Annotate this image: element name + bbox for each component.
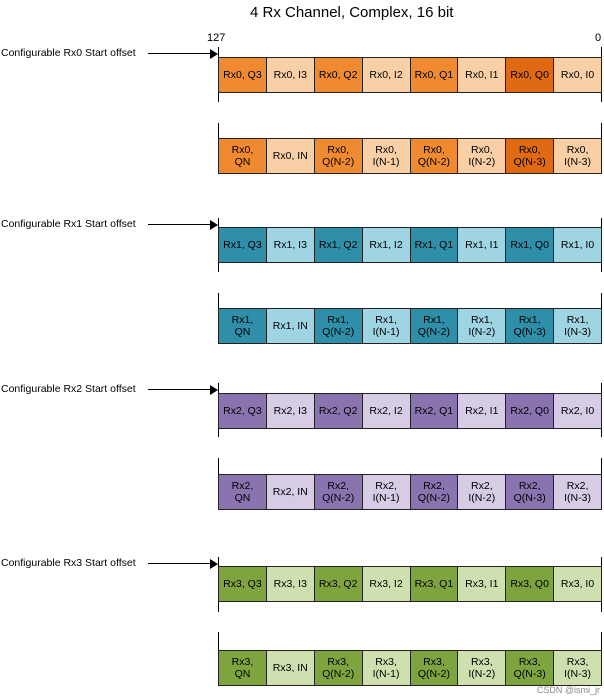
rx1-cell: Rx1, Q0: [505, 228, 554, 262]
rx1-right-boundary-lower: [601, 293, 602, 308]
rx0-cell: Rx0, I0: [553, 58, 602, 92]
rx0-start-offset-label: Configurable Rx0 Start offset: [1, 47, 136, 59]
rx3-cell: Rx3, I(N-3): [553, 651, 602, 685]
rx0-cell: Rx0, Q(N-2): [409, 139, 458, 173]
rx2-cell: Rx2, I2: [361, 394, 410, 428]
rx3-cell: Rx3, Q(N-3): [505, 651, 554, 685]
rx1-cell: Rx1, I2: [361, 228, 410, 262]
rx2-cell: Rx2, Q3: [218, 394, 266, 428]
rx0-cell: Rx0, IN: [265, 139, 314, 173]
rx0-cell: Rx0, I(N-1): [361, 139, 410, 173]
rx3-cell: Rx3, I(N-2): [457, 651, 506, 685]
rx2-cell: Rx2, I3: [265, 394, 314, 428]
rx1-cell: Rx1, I0: [553, 228, 602, 262]
rx0-cell: Rx0, Q(N-3): [505, 139, 554, 173]
rx0-last-row: Rx0, QN Rx0, IN Rx0, Q(N-2) Rx0, I(N-1) …: [218, 138, 602, 174]
rx0-cell: Rx0, Q0: [505, 58, 554, 92]
rx2-cell: Rx2, Q(N-2): [409, 475, 458, 509]
rx2-cell: Rx2, I1: [457, 394, 506, 428]
rx3-cell: Rx3, I2: [361, 567, 410, 601]
rx0-cell: Rx0, I(N-3): [553, 139, 602, 173]
rx3-offset-arrow: [148, 559, 218, 569]
rx3-left-boundary-lower: [218, 632, 219, 650]
rx3-cell: Rx3, Q2: [313, 567, 362, 601]
rx0-cell: Rx0, I1: [457, 58, 506, 92]
rx2-left-boundary-lower: [218, 458, 219, 474]
bit-label-msb: 127: [207, 32, 226, 44]
rx0-offset-arrow: [148, 49, 218, 59]
rx2-cell: Rx2, Q0: [505, 394, 554, 428]
rx2-offset-arrow: [148, 385, 218, 395]
rx1-cell: Rx1, I(N-2): [457, 309, 506, 343]
rx3-cell: Rx3, I0: [553, 567, 602, 601]
rx3-last-row: Rx3, QN Rx3, IN Rx3, Q(N-2) Rx3, I(N-1) …: [218, 650, 602, 686]
rx3-cell: Rx3, Q0: [505, 567, 554, 601]
rx2-cell: Rx2, QN: [218, 475, 266, 509]
rx1-cell: Rx1, IN: [265, 309, 314, 343]
rx1-cell: Rx1, Q3: [218, 228, 266, 262]
rx2-cell: Rx2, I(N-2): [457, 475, 506, 509]
bit-label-lsb: 0: [595, 32, 602, 44]
rx0-cell: Rx0, QN: [218, 139, 266, 173]
rx3-start-offset-label: Configurable Rx3 Start offset: [1, 557, 136, 569]
rx0-cell: Rx0, Q(N-2): [313, 139, 362, 173]
rx2-cell: Rx2, I0: [553, 394, 602, 428]
diagram-title: 4 Rx Channel, Complex, 16 bit: [250, 4, 454, 21]
rx1-last-row: Rx1, QN Rx1, IN Rx1, Q(N-2) Rx1, I(N-1) …: [218, 308, 602, 344]
rx3-cell: Rx3, Q(N-2): [409, 651, 458, 685]
rx2-cell: Rx2, Q1: [409, 394, 458, 428]
rx0-first-row: Rx0, Q3 Rx0, I3 Rx0, Q2 Rx0, I2 Rx0, Q1 …: [218, 57, 602, 93]
rx0-cell: Rx0, I2: [361, 58, 410, 92]
rx1-cell: Rx1, Q(N-2): [313, 309, 362, 343]
rx0-cell: Rx0, Q3: [218, 58, 266, 92]
rx0-cell: Rx0, I(N-2): [457, 139, 506, 173]
rx1-offset-arrow: [148, 220, 218, 230]
rx1-cell: Rx1, QN: [218, 309, 266, 343]
rx0-cell: Rx0, I3: [265, 58, 314, 92]
rx3-cell: Rx3, IN: [265, 651, 314, 685]
rx2-cell: Rx2, I(N-3): [553, 475, 602, 509]
rx3-cell: Rx3, Q3: [218, 567, 266, 601]
rx0-left-boundary-lower: [218, 123, 219, 138]
rx1-cell: Rx1, Q2: [313, 228, 362, 262]
rx2-cell: Rx2, Q(N-3): [505, 475, 554, 509]
rx2-cell: Rx2, IN: [265, 475, 314, 509]
rx2-right-boundary-lower: [601, 458, 602, 474]
rx3-cell: Rx3, Q(N-2): [313, 651, 362, 685]
rx1-cell: Rx1, Q1: [409, 228, 458, 262]
rx2-cell: Rx2, I(N-1): [361, 475, 410, 509]
rx3-right-boundary-lower: [601, 632, 602, 650]
rx0-cell: Rx0, Q2: [313, 58, 362, 92]
rx2-last-row: Rx2, QN Rx2, IN Rx2, Q(N-2) Rx2, I(N-1) …: [218, 474, 602, 510]
rx1-cell: Rx1, I3: [265, 228, 314, 262]
rx1-cell: Rx1, Q(N-2): [409, 309, 458, 343]
rx3-cell: Rx3, I3: [265, 567, 314, 601]
rx1-cell: Rx1, I(N-1): [361, 309, 410, 343]
rx1-start-offset-label: Configurable Rx1 Start offset: [1, 218, 136, 230]
rx3-cell: Rx3, Q1: [409, 567, 458, 601]
rx1-cell: Rx1, Q(N-3): [505, 309, 554, 343]
rx1-left-boundary-lower: [218, 293, 219, 308]
watermark: CSDN @ismi_jr: [536, 685, 600, 695]
rx1-first-row: Rx1, Q3 Rx1, I3 Rx1, Q2 Rx1, I2 Rx1, Q1 …: [218, 227, 602, 263]
rx2-cell: Rx2, Q2: [313, 394, 362, 428]
rx2-first-row: Rx2, Q3 Rx2, I3 Rx2, Q2 Rx2, I2 Rx2, Q1 …: [218, 393, 602, 429]
rx0-right-boundary-lower: [601, 123, 602, 138]
rx2-start-offset-label: Configurable Rx2 Start offset: [1, 383, 136, 395]
rx3-cell: Rx3, QN: [218, 651, 266, 685]
rx1-cell: Rx1, I1: [457, 228, 506, 262]
rx3-cell: Rx3, I(N-1): [361, 651, 410, 685]
rx0-cell: Rx0, Q1: [409, 58, 458, 92]
rx3-cell: Rx3, I1: [457, 567, 506, 601]
rx2-cell: Rx2, Q(N-2): [313, 475, 362, 509]
rx3-first-row: Rx3, Q3 Rx3, I3 Rx3, Q2 Rx3, I2 Rx3, Q1 …: [218, 566, 602, 602]
rx1-cell: Rx1, I(N-3): [553, 309, 602, 343]
